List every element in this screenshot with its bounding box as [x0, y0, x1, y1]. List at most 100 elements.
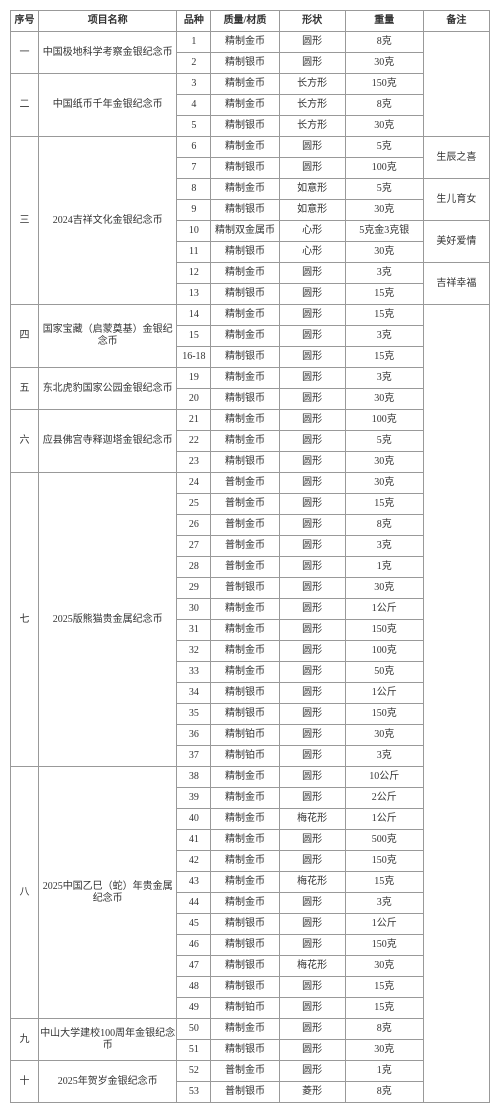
col-material: 质量/材质: [211, 11, 279, 32]
weight-cell: 50克: [345, 662, 423, 683]
material-cell: 精制金币: [211, 305, 279, 326]
weight-cell: 30克: [345, 242, 423, 263]
shape-cell: 圆形: [279, 389, 345, 410]
kind-cell: 23: [177, 452, 211, 473]
material-cell: 精制金币: [211, 74, 279, 95]
weight-cell: 5克金3克银: [345, 221, 423, 242]
material-cell: 精制银币: [211, 977, 279, 998]
weight-cell: 8克: [345, 32, 423, 53]
shape-cell: 圆形: [279, 893, 345, 914]
weight-cell: 3克: [345, 263, 423, 284]
name-cell: 2025中国乙巳（蛇）年贵金属纪念币: [39, 767, 177, 1019]
shape-cell: 圆形: [279, 284, 345, 305]
weight-cell: 15克: [345, 284, 423, 305]
kind-cell: 24: [177, 473, 211, 494]
weight-cell: 8克: [345, 515, 423, 536]
col-note: 备注: [423, 11, 489, 32]
seq-cell: 九: [11, 1019, 39, 1061]
material-cell: 精制金币: [211, 263, 279, 284]
note-cell: 美好爱情: [423, 221, 489, 263]
material-cell: 精制金币: [211, 620, 279, 641]
kind-cell: 21: [177, 410, 211, 431]
name-cell: 国家宝藏（启蒙奠基）金银纪念币: [39, 305, 177, 368]
material-cell: 普制银币: [211, 1082, 279, 1103]
material-cell: 精制银币: [211, 956, 279, 977]
weight-cell: 150克: [345, 851, 423, 872]
weight-cell: 1公斤: [345, 914, 423, 935]
material-cell: 精制银币: [211, 284, 279, 305]
shape-cell: 菱形: [279, 1082, 345, 1103]
shape-cell: 圆形: [279, 998, 345, 1019]
shape-cell: 圆形: [279, 767, 345, 788]
shape-cell: 圆形: [279, 410, 345, 431]
material-cell: 精制银币: [211, 158, 279, 179]
shape-cell: 圆形: [279, 1061, 345, 1082]
kind-cell: 16-18: [177, 347, 211, 368]
material-cell: 精制银币: [211, 935, 279, 956]
seq-cell: 八: [11, 767, 39, 1019]
shape-cell: 长方形: [279, 116, 345, 137]
kind-cell: 50: [177, 1019, 211, 1040]
shape-cell: 圆形: [279, 851, 345, 872]
col-kind: 品种: [177, 11, 211, 32]
weight-cell: 30克: [345, 200, 423, 221]
shape-cell: 圆形: [279, 746, 345, 767]
shape-cell: 圆形: [279, 473, 345, 494]
material-cell: 精制金币: [211, 830, 279, 851]
shape-cell: 圆形: [279, 914, 345, 935]
shape-cell: 圆形: [279, 599, 345, 620]
material-cell: 精制铂币: [211, 998, 279, 1019]
note-cell: 生儿育女: [423, 179, 489, 221]
weight-cell: 15克: [345, 494, 423, 515]
material-cell: 精制金币: [211, 368, 279, 389]
seq-cell: 三: [11, 137, 39, 305]
material-cell: 精制金币: [211, 179, 279, 200]
kind-cell: 7: [177, 158, 211, 179]
kind-cell: 36: [177, 725, 211, 746]
kind-cell: 1: [177, 32, 211, 53]
material-cell: 普制金币: [211, 494, 279, 515]
weight-cell: 15克: [345, 998, 423, 1019]
weight-cell: 3克: [345, 746, 423, 767]
material-cell: 精制金币: [211, 1019, 279, 1040]
seq-cell: 一: [11, 32, 39, 74]
material-cell: 精制金币: [211, 599, 279, 620]
shape-cell: 圆形: [279, 935, 345, 956]
shape-cell: 心形: [279, 221, 345, 242]
weight-cell: 30克: [345, 1040, 423, 1061]
seq-cell: 七: [11, 473, 39, 767]
weight-cell: 100克: [345, 641, 423, 662]
weight-cell: 5克: [345, 431, 423, 452]
note-cell-empty: [423, 32, 489, 137]
weight-cell: 8克: [345, 1019, 423, 1040]
kind-cell: 49: [177, 998, 211, 1019]
kind-cell: 31: [177, 620, 211, 641]
seq-cell: 二: [11, 74, 39, 137]
shape-cell: 圆形: [279, 452, 345, 473]
weight-cell: 5克: [345, 137, 423, 158]
table-row: 六应县佛宫寺释迦塔金银纪念币21精制金币圆形100克: [11, 410, 490, 431]
kind-cell: 15: [177, 326, 211, 347]
material-cell: 精制金币: [211, 137, 279, 158]
weight-cell: 15克: [345, 347, 423, 368]
shape-cell: 圆形: [279, 557, 345, 578]
kind-cell: 14: [177, 305, 211, 326]
note-cell: 生辰之喜: [423, 137, 489, 179]
weight-cell: 3克: [345, 893, 423, 914]
material-cell: 精制铂币: [211, 725, 279, 746]
shape-cell: 梅花形: [279, 956, 345, 977]
material-cell: 精制银币: [211, 200, 279, 221]
material-cell: 精制金币: [211, 809, 279, 830]
material-cell: 精制金币: [211, 410, 279, 431]
kind-cell: 6: [177, 137, 211, 158]
shape-cell: 圆形: [279, 347, 345, 368]
kind-cell: 9: [177, 200, 211, 221]
material-cell: 普制银币: [211, 578, 279, 599]
shape-cell: 圆形: [279, 1040, 345, 1061]
shape-cell: 圆形: [279, 515, 345, 536]
kind-cell: 27: [177, 536, 211, 557]
kind-cell: 40: [177, 809, 211, 830]
shape-cell: 长方形: [279, 95, 345, 116]
shape-cell: 圆形: [279, 788, 345, 809]
kind-cell: 25: [177, 494, 211, 515]
